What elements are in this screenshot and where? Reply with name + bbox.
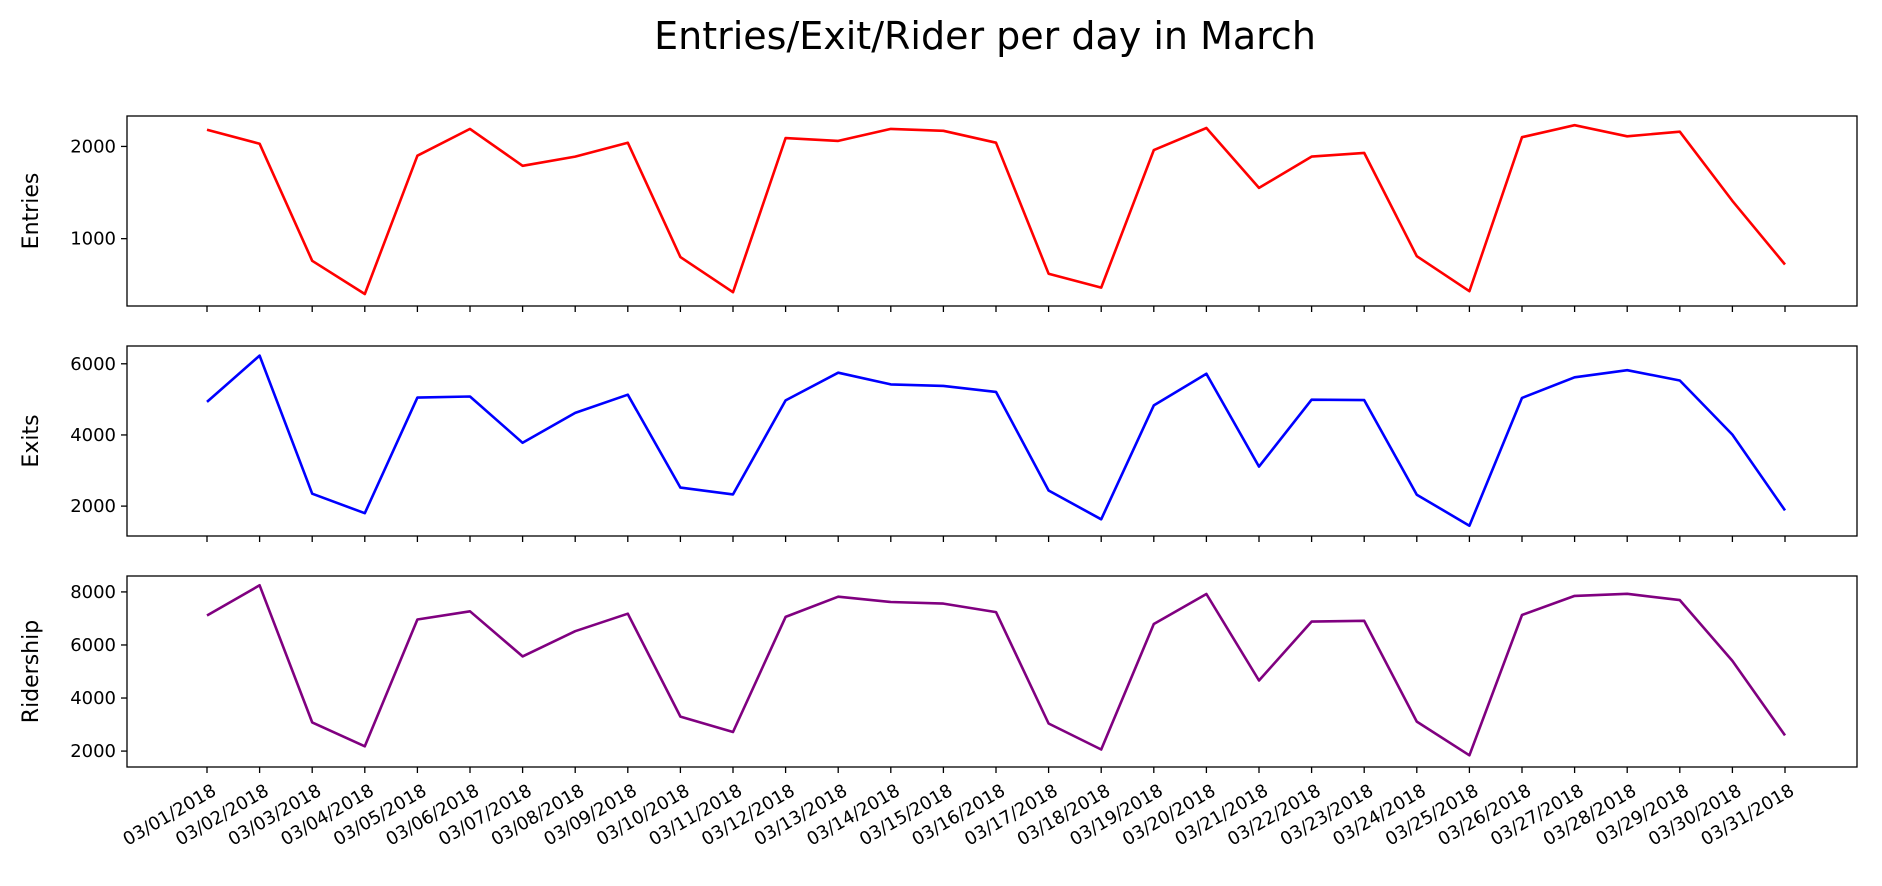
series-line-ridership	[206, 583, 1787, 757]
y-tick-label: 4000	[70, 425, 116, 446]
series-line-exits	[206, 354, 1787, 528]
y-tick-label: 2000	[70, 136, 116, 157]
y-tick-label: 2000	[70, 496, 116, 517]
y-tick-label: 6000	[70, 635, 116, 656]
y-tick-label: 4000	[70, 688, 116, 709]
axes-frame-exits	[126, 345, 1858, 537]
panel-ridership: 2000 4000 6000 8000 Ridership	[19, 575, 1858, 773]
panel-exits: 2000 4000 6000 Exits	[19, 345, 1858, 542]
axes-frame-ridership	[126, 575, 1858, 768]
axes-frame-entries	[126, 115, 1858, 307]
series-line-entries	[206, 123, 1787, 296]
x-axis-ticks: 03/01/201803/02/201803/03/201803/04/2018…	[120, 780, 1798, 850]
panel-entries: 1000 2000 Entries	[19, 115, 1858, 312]
y-tick-label: 2000	[70, 741, 116, 762]
y-tick-label: 8000	[70, 582, 116, 603]
y-axis-label-exits: Exits	[19, 414, 44, 467]
chart-title: Entries/Exit/Rider per day in March	[654, 14, 1316, 58]
y-axis-label-ridership: Ridership	[19, 620, 44, 723]
y-axis-label-entries: Entries	[19, 173, 44, 250]
y-tick-label: 6000	[70, 354, 116, 375]
y-tick-label: 1000	[70, 229, 116, 250]
